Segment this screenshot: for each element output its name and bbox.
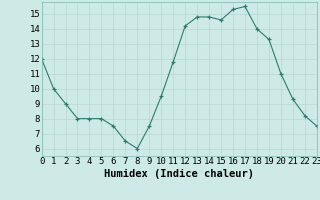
X-axis label: Humidex (Indice chaleur): Humidex (Indice chaleur) [104, 169, 254, 179]
